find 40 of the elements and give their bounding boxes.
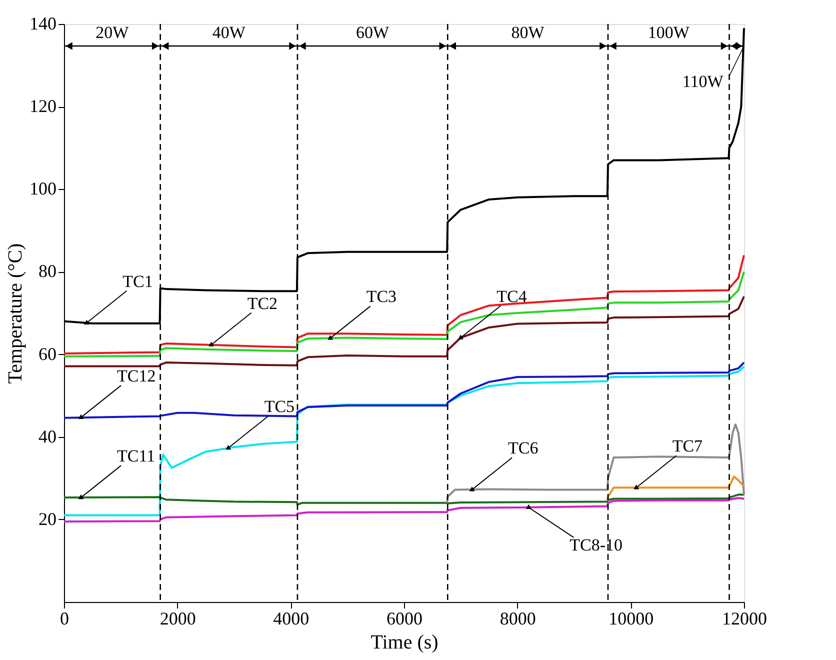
annotation: 110W bbox=[682, 72, 724, 91]
line-series bbox=[63, 496, 745, 522]
y-tick-label: 120 bbox=[30, 96, 56, 116]
line-series bbox=[63, 366, 745, 516]
line-series bbox=[63, 494, 745, 506]
y-tick-label: 80 bbox=[38, 261, 56, 282]
y-tick-label: 100 bbox=[30, 178, 56, 199]
y-tick-label: 60 bbox=[38, 344, 56, 364]
y-tick-label: 20 bbox=[38, 508, 56, 529]
annotation: TC1 bbox=[122, 272, 153, 291]
line-series bbox=[63, 270, 745, 358]
annotation: 60W bbox=[356, 23, 390, 42]
x-tick-label: 0 bbox=[60, 608, 69, 628]
line-series bbox=[446, 423, 745, 504]
x-tick-label: 8000 bbox=[500, 608, 536, 628]
x-tick-label: 2000 bbox=[160, 608, 196, 628]
x-tick-label: 10000 bbox=[608, 608, 654, 628]
annotation: 40W bbox=[212, 23, 246, 42]
annotation: TC6 bbox=[508, 438, 538, 458]
x-tick-label: 6000 bbox=[386, 608, 422, 628]
annotation: TC3 bbox=[366, 287, 397, 306]
y-tick-label: 40 bbox=[38, 426, 56, 446]
y-axis-title: Temperature (°C) bbox=[4, 243, 26, 384]
annotation: 100W bbox=[648, 23, 690, 42]
annotation: TC12 bbox=[117, 366, 156, 386]
line-series bbox=[63, 362, 745, 419]
annotation: TC4 bbox=[496, 286, 528, 306]
annotation: TC5 bbox=[264, 397, 295, 416]
x-axis-title: Time (s) bbox=[370, 632, 438, 654]
x-tick-label: 12000 bbox=[722, 608, 767, 628]
x-tick-label: 4000 bbox=[273, 608, 310, 628]
annotation: TC8-10 bbox=[570, 535, 623, 554]
annotation: TC11 bbox=[117, 446, 156, 466]
y-tick-label: 140 bbox=[30, 14, 56, 34]
line-series bbox=[63, 254, 745, 354]
annotation: TC2 bbox=[247, 294, 278, 313]
annotation: 80W bbox=[511, 23, 546, 42]
annotation: 20W bbox=[96, 23, 130, 42]
line-series bbox=[606, 475, 745, 502]
annotation: TC7 bbox=[672, 436, 704, 456]
